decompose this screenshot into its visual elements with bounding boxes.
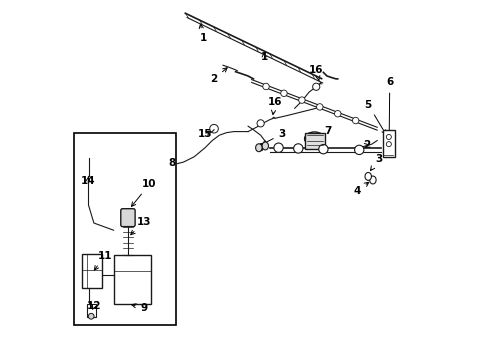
Circle shape (257, 120, 264, 127)
Circle shape (352, 117, 358, 124)
FancyBboxPatch shape (121, 209, 135, 226)
Text: 15: 15 (198, 129, 212, 139)
FancyBboxPatch shape (113, 255, 151, 304)
Circle shape (354, 145, 363, 154)
Bar (305, 133, 325, 149)
Text: 7: 7 (317, 126, 331, 139)
Text: 6: 6 (386, 77, 392, 151)
Text: 2: 2 (210, 68, 227, 84)
Text: 9: 9 (131, 303, 147, 313)
Text: 1: 1 (199, 24, 206, 43)
FancyBboxPatch shape (382, 130, 394, 157)
Ellipse shape (369, 176, 375, 184)
Text: 14: 14 (81, 176, 95, 186)
Bar (74, 134, 176, 325)
Text: 5: 5 (364, 100, 385, 134)
Text: 8: 8 (168, 158, 175, 168)
Circle shape (386, 134, 390, 139)
Ellipse shape (364, 172, 371, 180)
Text: 11: 11 (94, 251, 112, 270)
Text: 13: 13 (130, 217, 151, 235)
Circle shape (298, 97, 305, 103)
FancyBboxPatch shape (86, 305, 96, 317)
Text: 1: 1 (260, 52, 267, 62)
FancyBboxPatch shape (82, 253, 102, 288)
Circle shape (316, 104, 323, 110)
Text: 4: 4 (353, 182, 368, 196)
Text: 2: 2 (362, 140, 369, 150)
Circle shape (334, 111, 340, 117)
Ellipse shape (262, 142, 268, 150)
Circle shape (312, 83, 319, 90)
Circle shape (88, 314, 94, 319)
Text: 3: 3 (370, 154, 382, 170)
Ellipse shape (255, 144, 262, 152)
Text: 10: 10 (131, 179, 157, 206)
Text: 3: 3 (262, 129, 285, 144)
Circle shape (262, 83, 269, 90)
Text: 12: 12 (86, 301, 101, 311)
Circle shape (293, 144, 303, 153)
Text: 16: 16 (308, 64, 323, 80)
Circle shape (318, 144, 327, 154)
Text: 4: 4 (256, 143, 264, 153)
Circle shape (280, 90, 286, 96)
Ellipse shape (304, 132, 324, 145)
Circle shape (386, 141, 390, 147)
Circle shape (273, 143, 283, 152)
Text: 16: 16 (267, 97, 281, 114)
